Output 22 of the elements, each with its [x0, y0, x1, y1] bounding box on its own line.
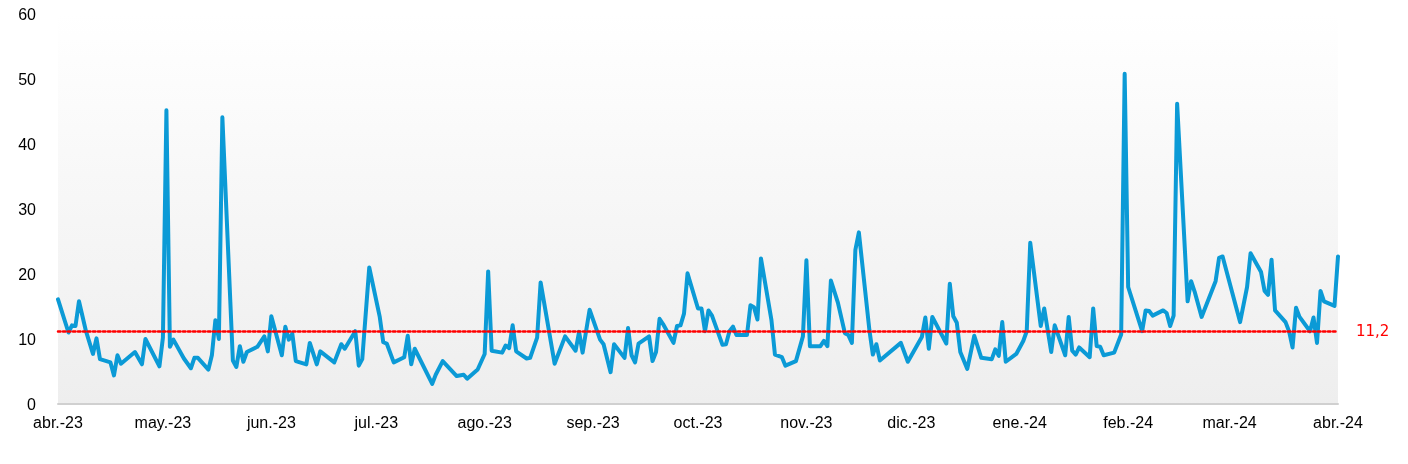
- x-tick-label: ene.-24: [992, 413, 1047, 431]
- x-tick-label: mar.-24: [1202, 413, 1257, 431]
- x-tick-label: oct.-23: [673, 413, 723, 431]
- x-tick-label: ago.-23: [457, 413, 512, 431]
- y-tick-label: 30: [18, 200, 37, 218]
- x-tick-label: jun.-23: [245, 413, 296, 431]
- x-tick-label: nov.-23: [780, 413, 833, 431]
- x-tick-label: dic.-23: [887, 413, 936, 431]
- y-tick-label: 10: [18, 330, 37, 348]
- x-tick-label: jul.-23: [353, 413, 399, 431]
- y-tick-label: 20: [18, 265, 37, 283]
- x-tick-label: may.-23: [134, 413, 192, 431]
- x-tick-label: feb.-24: [1103, 413, 1154, 431]
- line-series: [56, 71, 1340, 386]
- y-tick-label: 0: [27, 395, 37, 413]
- x-tick-label: abr.-23: [33, 413, 84, 431]
- y-tick-label: 40: [18, 135, 37, 153]
- y-tick-label: 50: [18, 70, 37, 88]
- x-tick-label: sep.-23: [566, 413, 620, 431]
- y-tick-label: 60: [18, 5, 37, 23]
- ref-line-label: 11,2: [1356, 322, 1390, 341]
- x-tick-label: abr.-24: [1313, 413, 1364, 431]
